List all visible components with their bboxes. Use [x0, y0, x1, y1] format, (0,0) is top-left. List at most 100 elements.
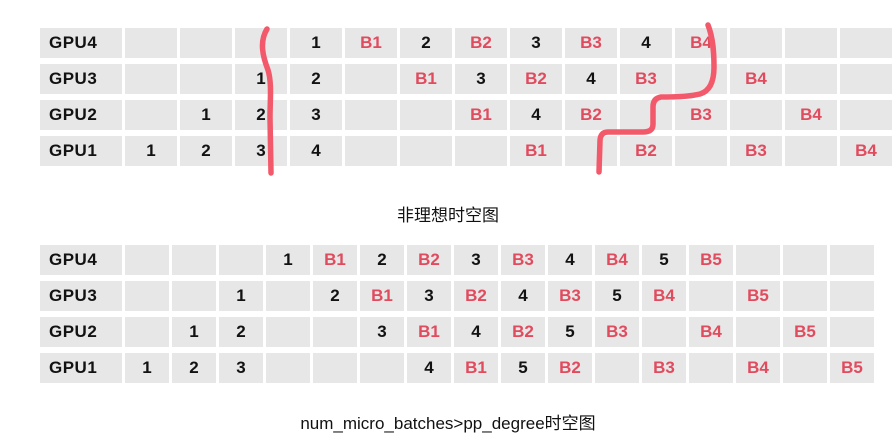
backward-cell: B2 [455, 28, 507, 58]
backward-cell: B1 [360, 281, 404, 311]
idle-cell [785, 28, 837, 58]
backward-cell: B3 [620, 64, 672, 94]
backward-cell: B2 [454, 281, 498, 311]
backward-cell: B2 [548, 353, 592, 383]
backward-cell: B4 [675, 28, 727, 58]
idle-cell [455, 136, 507, 166]
forward-cell: 2 [290, 64, 342, 94]
idle-cell [675, 136, 727, 166]
backward-cell: B4 [642, 281, 686, 311]
gpu-row-label: GPU4 [40, 28, 122, 58]
gpu-row-label: GPU1 [40, 353, 122, 383]
backward-cell: B3 [642, 353, 686, 383]
idle-cell [783, 281, 827, 311]
forward-cell: 1 [180, 100, 232, 130]
forward-cell: 1 [125, 136, 177, 166]
backward-cell: B4 [730, 64, 782, 94]
non-ideal-schedule-table: GPU4 1 B1 2 B2 3 B3 4 B4 GPU3 1 2 B1 3 B2 4 B3 B4 GPU2 1 2 3 B… [40, 28, 892, 166]
forward-cell: 1 [235, 64, 287, 94]
backward-cell: B5 [783, 317, 827, 347]
idle-cell [313, 317, 357, 347]
forward-cell: 4 [501, 281, 545, 311]
idle-cell [313, 353, 357, 383]
idle-cell [783, 353, 827, 383]
forward-cell: 4 [620, 28, 672, 58]
backward-cell: B5 [830, 353, 874, 383]
forward-cell: 5 [642, 245, 686, 275]
idle-cell [736, 317, 780, 347]
backward-cell: B4 [736, 353, 780, 383]
backward-cell: B4 [785, 100, 837, 130]
idle-cell [219, 245, 263, 275]
idle-cell [565, 136, 617, 166]
top-table-caption: 非理想时空图 [397, 206, 499, 225]
forward-cell: 3 [510, 28, 562, 58]
idle-cell [620, 100, 672, 130]
idle-cell [840, 28, 892, 58]
forward-cell: 3 [290, 100, 342, 130]
gpu-row-label: GPU2 [40, 100, 122, 130]
forward-cell: 1 [266, 245, 310, 275]
backward-cell: B2 [620, 136, 672, 166]
forward-cell: 4 [565, 64, 617, 94]
idle-cell [785, 136, 837, 166]
backward-cell: B1 [407, 317, 451, 347]
idle-cell [125, 64, 177, 94]
forward-cell: 1 [290, 28, 342, 58]
backward-cell: B3 [675, 100, 727, 130]
backward-cell: B1 [510, 136, 562, 166]
idle-cell [172, 245, 216, 275]
forward-cell: 1 [219, 281, 263, 311]
idle-cell [235, 28, 287, 58]
backward-cell: B5 [689, 245, 733, 275]
gpu-row-label: GPU4 [40, 245, 122, 275]
micro-batches-schedule-table: GPU4 1 B1 2 B2 3 B3 4 B4 5 B5 GPU3 1 2 B1 3 B2 4 B3 5 B4 B5 GP… [40, 245, 874, 383]
forward-cell: 4 [510, 100, 562, 130]
forward-cell: 4 [548, 245, 592, 275]
forward-cell: 5 [501, 353, 545, 383]
backward-cell: B1 [454, 353, 498, 383]
idle-cell [180, 64, 232, 94]
idle-cell [125, 281, 169, 311]
idle-cell [675, 64, 727, 94]
idle-cell [400, 136, 452, 166]
idle-cell [125, 28, 177, 58]
idle-cell [730, 100, 782, 130]
forward-cell: 4 [454, 317, 498, 347]
backward-cell: B1 [313, 245, 357, 275]
forward-cell: 3 [219, 353, 263, 383]
forward-cell: 2 [360, 245, 404, 275]
bottom-table-caption: num_micro_batches>pp_degree时空图 [300, 414, 596, 433]
idle-cell [400, 100, 452, 130]
backward-cell: B2 [407, 245, 451, 275]
idle-cell [266, 353, 310, 383]
idle-cell [830, 317, 874, 347]
idle-cell [172, 281, 216, 311]
idle-cell [345, 100, 397, 130]
idle-cell [830, 245, 874, 275]
backward-cell: B2 [501, 317, 545, 347]
backward-cell: B2 [510, 64, 562, 94]
forward-cell: 1 [172, 317, 216, 347]
idle-cell [736, 245, 780, 275]
idle-cell [840, 64, 892, 94]
forward-cell: 3 [235, 136, 287, 166]
idle-cell [266, 317, 310, 347]
idle-cell [125, 100, 177, 130]
idle-cell [730, 28, 782, 58]
backward-cell: B5 [736, 281, 780, 311]
gpu-row-label: GPU2 [40, 317, 122, 347]
forward-cell: 3 [360, 317, 404, 347]
forward-cell: 4 [290, 136, 342, 166]
idle-cell [783, 245, 827, 275]
gpu-row-label: GPU3 [40, 64, 122, 94]
forward-cell: 2 [180, 136, 232, 166]
backward-cell: B3 [548, 281, 592, 311]
idle-cell [830, 281, 874, 311]
idle-cell [345, 136, 397, 166]
backward-cell: B3 [730, 136, 782, 166]
backward-cell: B2 [565, 100, 617, 130]
idle-cell [180, 28, 232, 58]
forward-cell: 2 [313, 281, 357, 311]
